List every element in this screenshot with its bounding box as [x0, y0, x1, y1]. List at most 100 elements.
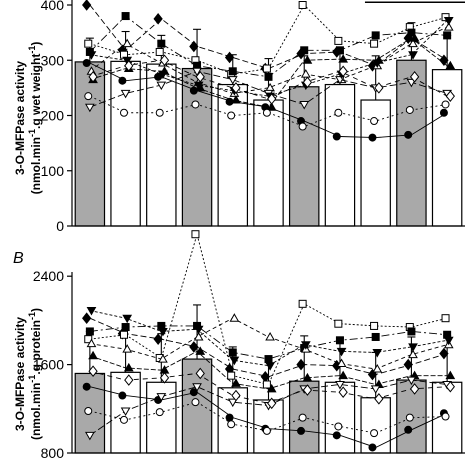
panel-b-subject-point [229, 356, 240, 366]
panel-b-subject-point [338, 386, 348, 399]
panel-b-subject-point [267, 397, 277, 410]
panel-a-subject-line [89, 20, 448, 97]
panel-a-subject-point [404, 130, 413, 139]
panel-a-bar [324, 83, 356, 227]
panel-b-subject-point [445, 370, 456, 380]
panel-b-subject-point [195, 346, 206, 355]
panel-a-subject-point [298, 1, 307, 9]
panel-b-subject-point [439, 347, 449, 360]
panel-b-subject-point [159, 372, 170, 384]
panel-a-subject-point [154, 72, 163, 81]
panel-a-subject-point [300, 46, 309, 55]
panel-b-subject-line [89, 310, 448, 367]
panel-a-subject-point [443, 16, 454, 26]
panel-a-subject-point [157, 39, 166, 48]
panel-b-y-tick-label: 2400 [33, 268, 64, 284]
panel-a-subject-point [158, 70, 168, 80]
panel-b-label: B [13, 250, 24, 267]
panel-a-subject-point [231, 95, 241, 104]
panel-b-subject-point [264, 355, 273, 364]
panel-b-subject-point [84, 407, 93, 416]
panel-b-bar [146, 381, 177, 454]
panel-a-subject-point [262, 108, 271, 117]
panel-a-subject-line [89, 70, 448, 108]
panel-a-subject-point [82, 0, 92, 11]
panel-b-subject-point [156, 393, 167, 402]
panel-b-subject-point [265, 331, 275, 341]
panel-a-subject-point [189, 86, 198, 95]
panel-a-subject-point [338, 54, 349, 63]
panel-b-subject-point [408, 349, 418, 359]
panel-b-subject-point [189, 388, 198, 397]
panel-b-bar [360, 397, 391, 454]
panel-a-subject-point [195, 71, 205, 83]
panel-b-subject-point [155, 408, 164, 417]
panel-a-subject-point [225, 97, 234, 106]
panel-a-subject-point [409, 33, 420, 42]
panel-a-subject-point [121, 12, 130, 21]
panel-b-subject-point [225, 413, 234, 422]
panel-b-subject-point [445, 380, 455, 393]
panel-a-subject-point [262, 64, 271, 73]
panel-b-subject-point [228, 348, 237, 357]
panel-a-subject-point [300, 69, 311, 78]
panel-a-bar [217, 83, 249, 227]
panel-b-subject-point [119, 415, 128, 424]
panel-a-subject-point [84, 92, 93, 101]
panel-b-subject-point [332, 431, 341, 440]
panel-b-subject-point [338, 370, 349, 380]
panel-a-subject-point [155, 47, 164, 56]
panel-b-subject-point [86, 338, 97, 348]
panel-a-plot-area: 0 100 200 300 400 [41, 0, 465, 234]
panel-a-subject-point [338, 65, 348, 78]
panel-a-subject-point [119, 108, 128, 117]
panel-a-subject-point [374, 82, 384, 94]
panel-b-subject-point [441, 412, 450, 421]
panel-b-subject-point [441, 314, 450, 323]
panel-b-subject-point [336, 358, 347, 367]
panel-a-subject-point [298, 122, 307, 131]
panel-b-subject-point [118, 391, 127, 400]
panel-b-subject-point [403, 358, 413, 371]
panel-b-subject-line [89, 350, 448, 390]
panel-b: B 3-O-MFPase activity (nmol.min-1.g prot… [13, 230, 465, 461]
panel-b-subject-point [406, 376, 417, 386]
panel-a-y-tick-label: 200 [41, 108, 65, 124]
panel-b-ylabel-line2: (nmol.min-1.g protein-1) [27, 308, 43, 440]
panel-b-subject-point [231, 378, 241, 387]
panel-a-ylabel-line2: (nmol.min-1.g wet weight-1) [27, 42, 43, 195]
panel-a-subject-point [372, 59, 383, 69]
panel-b-subject-point [407, 327, 416, 336]
panel-a-subject-point [407, 28, 416, 37]
panel-a-subject-point [335, 46, 344, 55]
panel-b-subject-point [158, 354, 168, 363]
panel-a-subject-point [439, 108, 448, 117]
panel-a-subject-point [334, 108, 343, 117]
panel-a-subject-point [405, 105, 414, 114]
panel-b-subject-point [302, 384, 313, 396]
panel-a-y-tick-label: 400 [41, 0, 65, 13]
panel-b-subject-point [405, 413, 414, 422]
panel-b-subject-line [89, 401, 448, 434]
panel-b-subject-point [153, 333, 163, 345]
panel-a-subject-point [408, 38, 418, 48]
panel-a-subject-point [302, 55, 313, 64]
panel-b-subject-point [88, 350, 98, 360]
panel-a-subject-point [264, 72, 273, 81]
panel-a-subject-point [445, 60, 456, 70]
panel-b-subject-point [227, 420, 236, 429]
panel-b-subject-point [122, 314, 133, 324]
panel-b-subject-point [227, 371, 236, 380]
panel-b-subject-point [298, 299, 307, 308]
panel-b-subject-point [262, 426, 271, 435]
panel-b-subject-point [371, 332, 380, 341]
panel-a-subject-point [124, 59, 134, 72]
panel-b-subject-point [335, 336, 344, 345]
panel-a-y-axis-title: 3-O-MFPase activity (nmol.min-1.g wet we… [13, 42, 43, 195]
panel-b-subject-point [192, 383, 202, 392]
panel-b-subject-point [265, 362, 275, 371]
panel-b-subject-point [334, 422, 343, 431]
panel-a-subject-point [159, 54, 170, 67]
panel-a-bar [253, 99, 284, 227]
panel-b-subject-point [193, 325, 204, 335]
